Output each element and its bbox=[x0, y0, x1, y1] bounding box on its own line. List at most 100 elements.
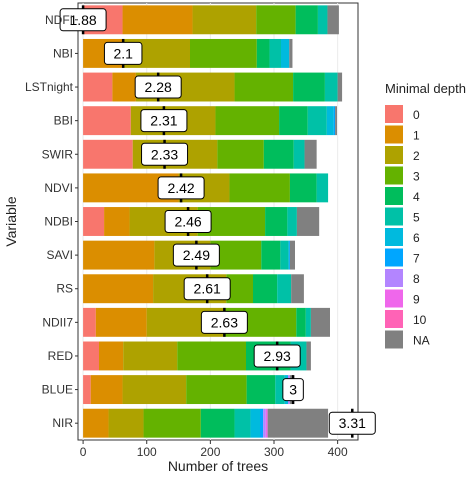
bar-segment-ndii7-depth-1 bbox=[95, 307, 147, 337]
mean-label-box-swir bbox=[141, 142, 189, 166]
bar-segment-rs-depth-1 bbox=[83, 274, 154, 304]
mean-label-box-ndii7 bbox=[200, 310, 248, 334]
bar-segment-blue-depth-1 bbox=[90, 375, 123, 405]
mean-label-bbi: 2.31 bbox=[150, 113, 177, 129]
mean-label-box-lstnight bbox=[134, 75, 182, 99]
bar-segment-ndvi-depth-4 bbox=[289, 173, 317, 203]
bar-segment-ndbi-depth-0 bbox=[83, 207, 105, 236]
bar-segment-savi-depth-1 bbox=[83, 240, 155, 270]
bar-segment-ndfi-depth-3 bbox=[256, 5, 296, 35]
x-tick-label-400: 400 bbox=[328, 445, 348, 459]
legend-swatch-3 bbox=[385, 166, 403, 185]
bar-segment-bbi-depth-7 bbox=[333, 106, 336, 136]
bar-segment-nir-depth-na bbox=[267, 408, 329, 438]
x-tick-label-200: 200 bbox=[200, 445, 220, 459]
bar-segment-red-depth-na bbox=[306, 341, 311, 371]
y-tick-label-rs: RS bbox=[56, 282, 73, 296]
bar-segment-ndbi-depth-na bbox=[296, 207, 320, 236]
bar-segment-swir-depth-5 bbox=[293, 139, 305, 169]
mean-label-box-blue bbox=[282, 378, 304, 402]
bar-segment-blue-depth-0 bbox=[83, 375, 91, 405]
bar-segment-lstnight-depth-na bbox=[337, 72, 343, 102]
bar-segment-ndfi-depth-na bbox=[327, 5, 339, 35]
mean-label-swir: 2.33 bbox=[151, 146, 178, 162]
bar-segment-savi-depth-5 bbox=[280, 240, 289, 270]
x-tick-label-0: 0 bbox=[80, 445, 87, 459]
bar-segment-bbi-depth-na bbox=[335, 106, 337, 136]
bar-segment-savi-depth-na bbox=[289, 240, 295, 270]
bar-segment-ndfi-depth-1 bbox=[122, 5, 193, 35]
x-tick-label-100: 100 bbox=[137, 445, 157, 459]
y-tick-label-ndvi: NDVI bbox=[44, 181, 73, 195]
bar-segment-nir-depth-7 bbox=[260, 408, 264, 438]
bar-segment-red-depth-0 bbox=[83, 341, 99, 371]
legend-swatch-7 bbox=[385, 248, 403, 267]
legend-label-9: 9 bbox=[413, 293, 420, 307]
legend-swatch-na bbox=[385, 330, 403, 349]
bar-segment-lstnight-depth-3 bbox=[234, 72, 294, 102]
mean-label-ndii7: 2.63 bbox=[211, 314, 238, 330]
legend-swatch-0 bbox=[385, 105, 403, 123]
bar-segment-nir-depth-8 bbox=[263, 408, 266, 438]
bar-segment-lstnight-depth-4 bbox=[293, 72, 325, 102]
mean-label-red: 2.93 bbox=[264, 348, 291, 364]
y-tick-label-blue: BLUE bbox=[42, 383, 73, 397]
mean-label-ndvi: 2.42 bbox=[167, 180, 194, 196]
bar-segment-ndfi-depth-2 bbox=[192, 5, 257, 35]
legend-label-5: 5 bbox=[413, 211, 420, 225]
y-tick-label-swir: SWIR bbox=[42, 147, 74, 161]
bar-segment-rs-depth-na bbox=[291, 274, 304, 304]
bar-segment-nir-depth-6 bbox=[250, 408, 260, 438]
legend-swatch-6 bbox=[385, 228, 403, 246]
bar-segment-red-depth-2 bbox=[123, 341, 178, 371]
legend-label-2: 2 bbox=[413, 149, 420, 163]
legend-swatch-9 bbox=[385, 289, 403, 308]
mean-label-box-nbi bbox=[103, 41, 143, 65]
legend-title: Minimal depth bbox=[385, 81, 466, 96]
mean-label-rs: 2.61 bbox=[194, 281, 221, 297]
bar-segment-ndvi-depth-3 bbox=[229, 173, 290, 203]
bar-segment-rs-depth-4 bbox=[253, 274, 278, 304]
y-tick-label-ndii7: NDII7 bbox=[42, 315, 73, 329]
y-tick-label-ndbi: NDBI bbox=[44, 215, 73, 229]
y-tick-label-lstnight: LSTnight bbox=[25, 80, 74, 94]
y-tick-label-red: RED bbox=[48, 349, 74, 363]
bar-segment-swir-depth-3 bbox=[217, 139, 264, 169]
bar-segment-nbi-depth-na bbox=[289, 38, 293, 68]
mean-label-nbi: 2.1 bbox=[113, 45, 133, 61]
bar-segment-swir-depth-4 bbox=[263, 139, 294, 169]
bar-segment-ndfi-depth-4 bbox=[295, 5, 318, 35]
legend-label-4: 4 bbox=[413, 190, 420, 204]
bar-segment-blue-depth-5 bbox=[275, 375, 285, 405]
bar-segment-ndii7-depth-5 bbox=[305, 307, 311, 337]
legend: Minimal depth 0 1 2 3 4 5 6 7 8 9 10 NA bbox=[385, 81, 466, 349]
bar-segment-blue-depth-3 bbox=[186, 375, 247, 405]
bar-segment-rs-depth-5 bbox=[277, 274, 292, 304]
legend-swatch-4 bbox=[385, 187, 403, 205]
mean-label-lstnight: 2.28 bbox=[145, 79, 172, 95]
bar-segment-rs-depth-3 bbox=[226, 274, 253, 304]
legend-label-8: 8 bbox=[413, 272, 420, 286]
y-axis-title: Variable bbox=[3, 196, 19, 247]
bar-segment-red-depth-1 bbox=[99, 341, 124, 371]
bar-segment-savi-depth-4 bbox=[261, 240, 281, 270]
mean-label-box-ndbi bbox=[164, 210, 212, 233]
legend-swatch-2 bbox=[385, 146, 403, 164]
bar-segment-blue-depth-4 bbox=[246, 375, 276, 405]
mean-label-blue: 3 bbox=[289, 382, 297, 398]
bar-segment-nir-depth-9 bbox=[265, 408, 268, 438]
mean-label-box-savi bbox=[172, 243, 220, 267]
bar-segment-ndii7-depth-na bbox=[310, 307, 330, 337]
mean-label-box-nir bbox=[328, 411, 376, 435]
x-axis-title: Number of trees bbox=[168, 458, 268, 474]
legend-label-na: NA bbox=[413, 334, 430, 348]
legend-label-3: 3 bbox=[413, 170, 420, 184]
legend-swatch-10 bbox=[385, 310, 403, 328]
mean-label-box-red bbox=[253, 344, 301, 368]
bar-segment-lstnight-depth-0 bbox=[83, 72, 113, 102]
bar-segment-ndii7-depth-0 bbox=[83, 307, 96, 337]
bar-segment-nbi-depth-3 bbox=[190, 38, 257, 68]
y-tick-label-nir: NIR bbox=[52, 416, 73, 430]
bar-segment-bbi-depth-3 bbox=[215, 106, 280, 136]
